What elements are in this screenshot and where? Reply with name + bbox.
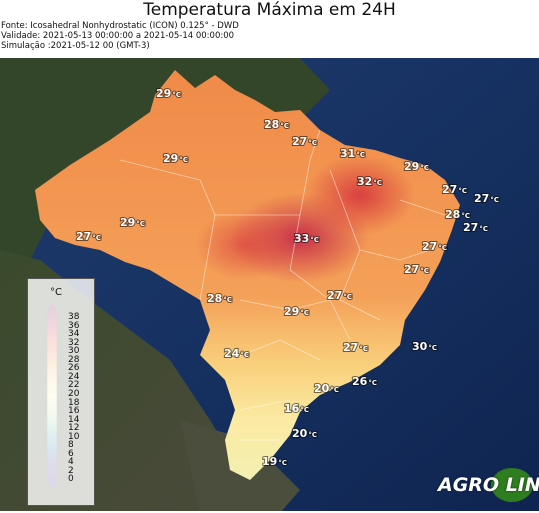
legend-tick-0: 0 [68,474,74,485]
label-27-acre: 27°C [76,230,101,243]
logo-text: AGRO LINK [438,474,539,496]
legend-unit: °C [50,287,62,298]
label-27-sergipe: 27°C [404,263,429,276]
label-32-piaui: 32°C [357,175,382,188]
legend-tick-38: 38 [68,312,80,322]
label-20-sp: 20°C [314,382,339,395]
legend-tick-10: 10 [68,431,80,442]
validity-line: Validade: 2021-05-13 00:00:00 a 2021-05-… [1,31,235,41]
label-28-amapa: 28°C [264,118,289,131]
label-26-rj: 26°C [352,375,377,388]
legend-tick-30: 30 [68,346,80,357]
legend-tick-32: 32 [68,337,80,348]
label-27-pernambuco: 27°C [463,221,488,234]
label-28-paraiba: 28°C [445,208,470,221]
label-29-roraima: 29°C [156,87,181,100]
source-line: Fonte: Icosahedral Nonhydrostatic (ICON)… [1,21,239,31]
label-28-mato-grosso: 28°C [207,292,232,305]
legend-tick-22: 22 [68,380,80,391]
label-27-para-coast: 27°C [292,135,317,148]
label-29-ceara: 29°C [404,160,429,173]
label-31-maranhao: 31°C [340,147,365,160]
logo-circle [491,468,533,502]
label-27-rn: 27°C [442,183,467,196]
label-29-west-amazonas: 29°C [120,216,145,229]
state-borders [119,129,446,441]
label-29-goias: 29°C [284,305,309,318]
label-27-atlantic: 27°C [474,192,499,205]
legend-tick-2: 2 [68,465,74,476]
header: Temperatura Máxima em 24H Fonte: Icosahe… [0,0,539,58]
label-19-rs: 19°C [262,455,287,468]
label-27-bahia-west: 27°C [327,289,352,302]
hot-zone-northeast [305,155,415,235]
legend-tick-12: 12 [68,423,80,434]
legend-tick-34: 34 [68,329,80,340]
map-title: Temperatura Máxima em 24H [143,0,396,20]
legend-tick-18: 18 [68,397,80,408]
label-33-tocantins: 33°C [294,232,319,245]
legend-tick-8: 8 [68,440,74,451]
legend-tick-36: 36 [68,320,80,331]
label-27-bahia-east: 27°C [422,240,447,253]
label-29-amazonas: 29°C [163,152,188,165]
legend-tick-20: 20 [68,388,80,399]
legend-tick-6: 6 [68,448,74,459]
agrolink-logo: AGRO LINK [438,468,539,502]
legend-tick-16: 16 [68,406,80,417]
label-16-parana: 16°C [284,402,309,415]
temperature-labels: 29°C28°C27°C31°C29°C29°C32°C 27°C27°C28°C… [75,86,500,469]
legend: °C 38 36 34 32 30 28 26 24 22 20 18 16 14 12 10 8 6 4 2 0 [27,278,95,506]
label-20-sc: 20°C [292,427,317,440]
hot-zone-west [195,210,295,280]
legend-tick-26: 26 [68,363,80,374]
legend-tick-24: 24 [68,371,80,382]
simulation-line: Simulação :2021-05-12 00 (GMT-3) [1,41,150,51]
label-27-minas: 27°C [343,341,368,354]
label-24-ms: 24°C [224,347,249,360]
legend-tick-14: 14 [68,414,80,425]
legend-tick-4: 4 [68,457,74,468]
legend-tick-28: 28 [68,354,80,365]
label-30-ocean: 30°C [412,340,437,353]
